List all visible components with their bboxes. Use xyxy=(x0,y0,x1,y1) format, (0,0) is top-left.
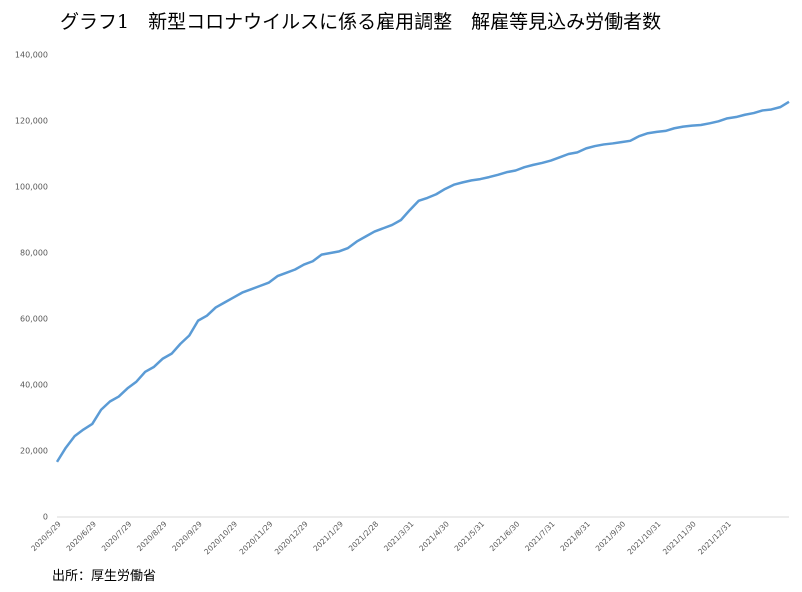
y-tick-label: 0 xyxy=(43,513,48,522)
y-tick-label: 40,000 xyxy=(20,381,48,390)
x-tick-label: 2020/5/29 xyxy=(29,519,63,553)
x-tick-label: 2021/7/31 xyxy=(523,519,557,553)
x-tick-label: 2021/5/31 xyxy=(453,519,487,553)
x-tick-label: 2020/11/29 xyxy=(238,519,275,556)
x-tick-label: 2020/10/29 xyxy=(202,519,239,556)
x-tick-label: 2020/12/29 xyxy=(273,519,310,556)
x-tick-label: 2020/9/29 xyxy=(170,519,204,553)
y-tick-label: 100,000 xyxy=(15,183,48,192)
x-tick-label: 2021/9/30 xyxy=(594,519,628,553)
x-tick-label: 2021/11/30 xyxy=(661,519,698,556)
y-tick-label: 120,000 xyxy=(15,117,48,126)
y-tick-label: 20,000 xyxy=(20,447,48,456)
y-tick-label: 80,000 xyxy=(20,249,48,258)
x-tick-label: 2020/8/29 xyxy=(135,519,169,553)
x-tick-label: 2021/3/31 xyxy=(382,519,416,553)
x-tick-label: 2020/7/29 xyxy=(100,519,134,553)
x-tick-label: 2021/2/28 xyxy=(347,519,381,553)
x-tick-label: 2021/12/31 xyxy=(696,519,733,556)
x-tick-label: 2021/10/31 xyxy=(626,519,663,556)
source-note: 出所：厚生労働省 xyxy=(52,569,156,584)
x-tick-label: 2020/6/29 xyxy=(65,519,99,553)
y-tick-label: 140,000 xyxy=(15,51,48,60)
x-tick-label: 2021/6/30 xyxy=(488,519,522,553)
data-line xyxy=(55,100,790,463)
y-tick-label: 60,000 xyxy=(20,315,48,324)
chart-title: グラフ1 新型コロナウイルスに係る雇用調整 解雇等見込み労働者数 xyxy=(60,11,661,33)
x-tick-label: 2021/1/29 xyxy=(311,519,345,553)
x-tick-label: 2021/4/30 xyxy=(417,519,451,553)
x-tick-label: 2021/8/31 xyxy=(558,519,592,553)
